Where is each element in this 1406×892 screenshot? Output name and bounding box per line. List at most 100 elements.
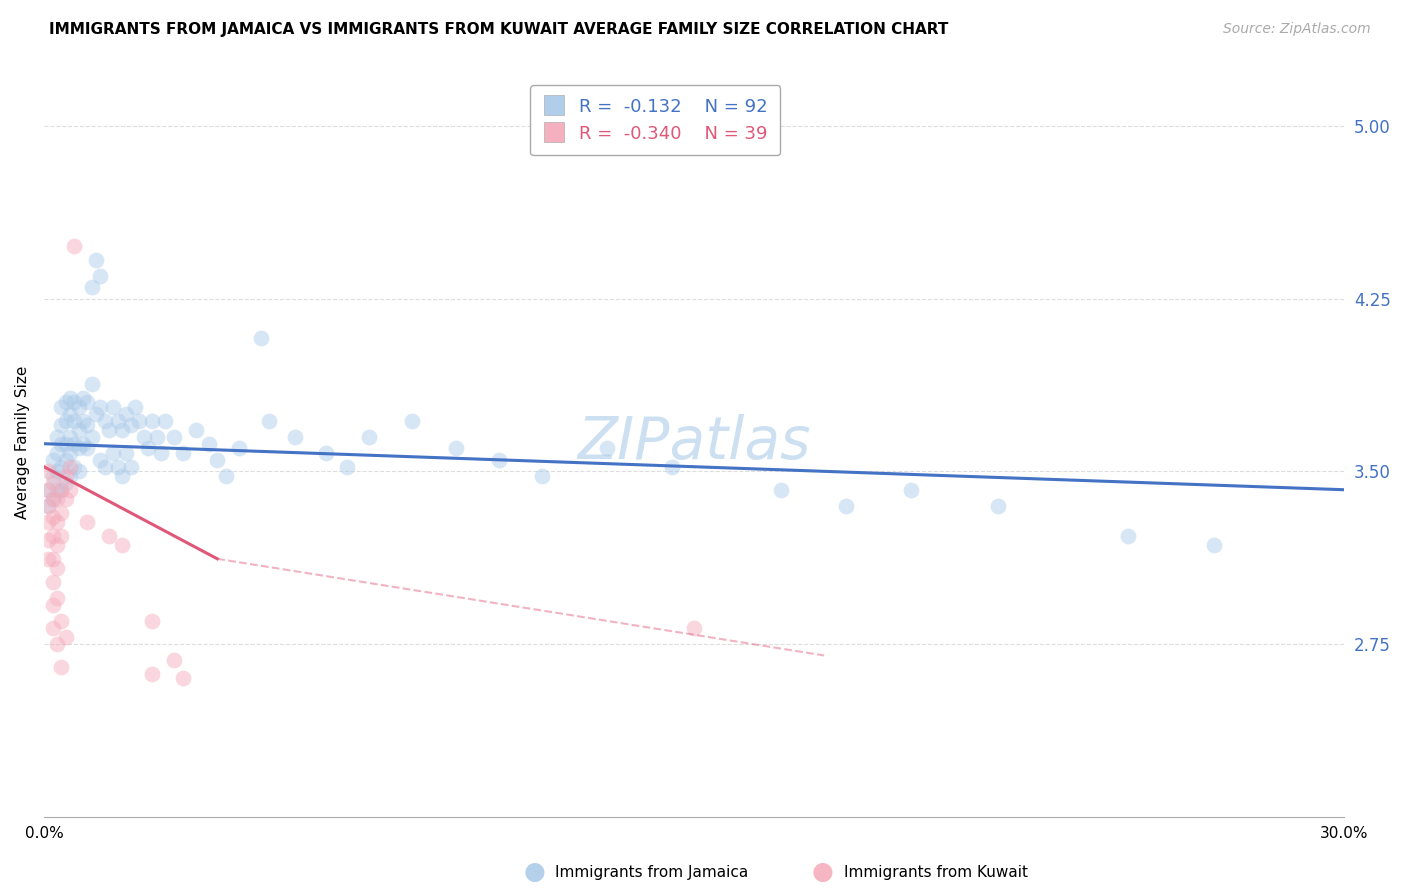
Point	[72, 414, 94, 428]
Text: ●: ●	[523, 861, 546, 884]
Point	[124, 400, 146, 414]
Point	[115, 446, 138, 460]
Point	[249, 331, 271, 345]
Point	[41, 510, 63, 524]
Point	[900, 483, 922, 497]
Point	[41, 469, 63, 483]
Point	[89, 400, 111, 414]
Point	[76, 395, 98, 409]
Point	[284, 430, 307, 444]
Point	[111, 538, 134, 552]
Point	[55, 395, 77, 409]
Point	[80, 430, 103, 444]
Point	[80, 280, 103, 294]
Point	[41, 491, 63, 506]
Point	[141, 414, 163, 428]
Point	[37, 499, 59, 513]
Point	[155, 414, 177, 428]
Point	[661, 459, 683, 474]
Point	[107, 414, 129, 428]
Point	[55, 414, 77, 428]
Point	[72, 391, 94, 405]
Point	[336, 459, 359, 474]
Point	[59, 459, 82, 474]
Point	[207, 452, 229, 467]
Point	[184, 423, 207, 437]
Point	[444, 442, 467, 456]
Point	[228, 442, 250, 456]
Point	[141, 614, 163, 628]
Point	[51, 418, 73, 433]
Point	[1204, 538, 1226, 552]
Point	[63, 239, 86, 253]
Point	[215, 469, 238, 483]
Point	[67, 442, 90, 456]
Point	[72, 436, 94, 450]
Point	[41, 452, 63, 467]
Point	[45, 515, 67, 529]
Point	[67, 400, 90, 414]
Point	[76, 515, 98, 529]
Point	[37, 533, 59, 548]
Point	[51, 400, 73, 414]
Point	[51, 459, 73, 474]
Point	[37, 551, 59, 566]
Point	[63, 459, 86, 474]
Point	[37, 483, 59, 497]
Point	[259, 414, 281, 428]
Point	[97, 529, 120, 543]
Point	[55, 475, 77, 490]
Point	[41, 529, 63, 543]
Point	[45, 446, 67, 460]
Point	[59, 407, 82, 421]
Point	[111, 423, 134, 437]
Point	[63, 436, 86, 450]
Point	[55, 630, 77, 644]
Point	[120, 459, 142, 474]
Point	[136, 442, 159, 456]
Point	[59, 446, 82, 460]
Point	[51, 614, 73, 628]
Point	[45, 561, 67, 575]
Point	[45, 538, 67, 552]
Point	[80, 376, 103, 391]
Point	[41, 491, 63, 506]
Point	[59, 391, 82, 405]
Text: Source: ZipAtlas.com: Source: ZipAtlas.com	[1223, 22, 1371, 37]
Point	[115, 407, 138, 421]
Point	[128, 414, 150, 428]
Point	[41, 598, 63, 612]
Point	[59, 469, 82, 483]
Point	[37, 464, 59, 478]
Point	[172, 672, 194, 686]
Point	[41, 475, 63, 490]
Legend: R =  -0.132    N = 92, R =  -0.340    N = 39: R = -0.132 N = 92, R = -0.340 N = 39	[530, 85, 780, 155]
Text: ●: ●	[811, 861, 834, 884]
Point	[141, 666, 163, 681]
Point	[76, 418, 98, 433]
Point	[93, 414, 115, 428]
Point	[84, 252, 107, 267]
Point	[45, 430, 67, 444]
Point	[51, 483, 73, 497]
Point	[51, 506, 73, 520]
Point	[683, 621, 706, 635]
Point	[76, 442, 98, 456]
Point	[163, 653, 186, 667]
Point	[1116, 529, 1139, 543]
Point	[55, 491, 77, 506]
Point	[357, 430, 380, 444]
Point	[163, 430, 186, 444]
Point	[37, 515, 59, 529]
Point	[51, 529, 73, 543]
Text: IMMIGRANTS FROM JAMAICA VS IMMIGRANTS FROM KUWAIT AVERAGE FAMILY SIZE CORRELATIO: IMMIGRANTS FROM JAMAICA VS IMMIGRANTS FR…	[49, 22, 949, 37]
Point	[41, 551, 63, 566]
Point	[120, 418, 142, 433]
Point	[51, 483, 73, 497]
Point	[37, 499, 59, 513]
Point	[145, 430, 167, 444]
Point	[987, 499, 1010, 513]
Point	[89, 452, 111, 467]
Point	[45, 464, 67, 478]
Point	[59, 483, 82, 497]
